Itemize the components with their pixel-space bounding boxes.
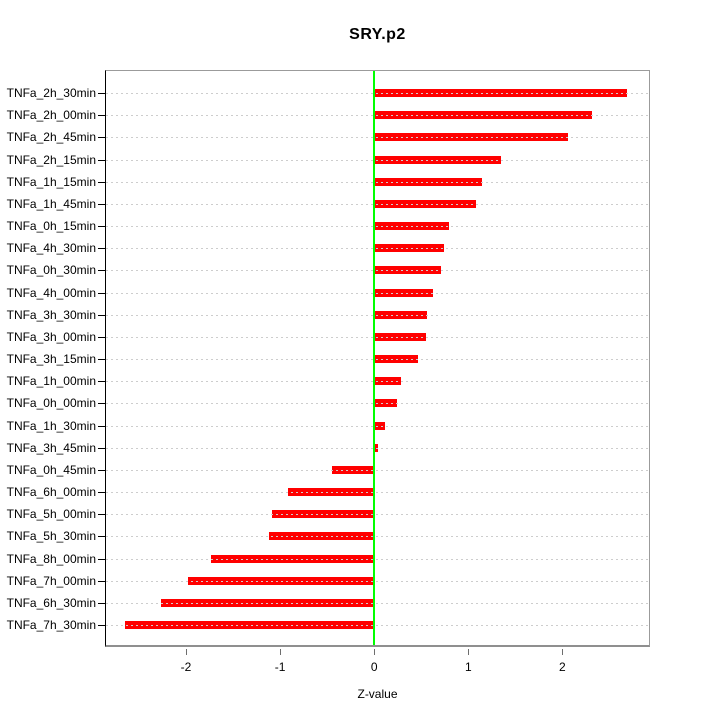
y-axis-tick bbox=[98, 248, 105, 250]
gridline bbox=[106, 469, 649, 471]
y-axis-label: TNFa_0h_15min bbox=[6, 219, 96, 233]
gridline bbox=[106, 137, 649, 139]
gridline bbox=[106, 625, 649, 626]
gridline bbox=[106, 93, 649, 94]
gridline bbox=[106, 447, 649, 449]
y-axis-tick bbox=[98, 469, 105, 471]
y-axis-label: TNFa_0h_00min bbox=[6, 396, 96, 411]
gridline bbox=[106, 292, 649, 294]
y-axis-label: TNFa_2h_15min bbox=[6, 152, 96, 167]
gridline bbox=[106, 580, 649, 582]
gridline bbox=[106, 558, 649, 560]
gridline bbox=[106, 115, 649, 117]
y-axis-tick bbox=[98, 115, 105, 117]
x-axis-tick bbox=[280, 649, 282, 655]
y-axis-label: TNFa_3h_00min bbox=[6, 329, 96, 344]
y-axis-tick bbox=[98, 359, 105, 360]
y-axis-label: TNFa_8h_00min bbox=[6, 551, 96, 566]
y-axis-label: TNFa_3h_30min bbox=[6, 307, 96, 322]
y-axis-tick bbox=[98, 536, 105, 538]
y-axis-tick bbox=[98, 270, 105, 272]
y-axis-label: TNFa_5h_30min bbox=[6, 529, 96, 544]
y-axis-tick bbox=[98, 602, 105, 604]
x-axis-tick bbox=[562, 649, 564, 655]
y-axis-tick bbox=[98, 93, 105, 94]
y-axis-tick bbox=[98, 181, 105, 183]
y-axis-label: TNFa_2h_00min bbox=[6, 108, 96, 123]
x-axis-tick-label: 1 bbox=[464, 660, 472, 674]
y-axis-tick bbox=[98, 403, 105, 405]
gridline bbox=[106, 203, 649, 205]
gridline bbox=[106, 159, 649, 161]
y-axis-label: TNFa_7h_00min bbox=[6, 573, 96, 588]
y-axis-tick bbox=[98, 292, 105, 294]
x-axis-tick bbox=[468, 649, 470, 655]
y-axis-label: TNFa_0h_45min bbox=[6, 462, 96, 477]
y-axis-tick bbox=[98, 336, 105, 338]
zero-reference-line bbox=[373, 71, 376, 645]
y-axis-tick bbox=[98, 580, 105, 582]
y-axis-label: TNFa_1h_30min bbox=[6, 418, 96, 433]
gridline bbox=[106, 536, 649, 538]
gridline bbox=[106, 359, 649, 360]
y-axis-tick bbox=[98, 558, 105, 560]
y-axis-label: TNFa_4h_00min bbox=[6, 285, 96, 300]
x-axis-tick-label: 0 bbox=[370, 660, 378, 674]
y-axis-label: TNFa_3h_15min bbox=[6, 352, 96, 366]
y-axis-label: TNFa_2h_45min bbox=[6, 130, 96, 145]
x-axis-tick-label: -2 bbox=[180, 660, 192, 674]
y-axis-tick bbox=[98, 492, 105, 493]
y-axis-label: TNFa_5h_00min bbox=[6, 507, 96, 522]
x-axis-tick bbox=[186, 649, 187, 655]
x-axis-tick-label: -1 bbox=[274, 660, 286, 674]
y-axis-label: TNFa_6h_30min bbox=[6, 595, 96, 610]
y-axis-tick bbox=[98, 159, 105, 161]
y-axis-label: TNFa_1h_45min bbox=[6, 196, 96, 211]
gridline bbox=[106, 514, 649, 516]
y-axis-label: TNFa_6h_00min bbox=[6, 485, 96, 499]
y-axis-tick bbox=[98, 314, 105, 316]
y-axis-label: TNFa_3h_45min bbox=[6, 440, 96, 455]
y-axis-tick bbox=[98, 447, 105, 449]
y-axis-label: TNFa_1h_15min bbox=[6, 174, 96, 189]
gridline bbox=[106, 403, 649, 405]
y-axis-label: TNFa_0h_30min bbox=[6, 263, 96, 278]
y-axis-tick bbox=[98, 514, 105, 516]
y-axis-tick bbox=[98, 226, 105, 227]
gridline bbox=[106, 181, 649, 183]
gridline bbox=[106, 381, 649, 383]
x-axis-tick bbox=[374, 649, 376, 655]
y-axis-tick bbox=[98, 425, 105, 427]
gridline bbox=[106, 226, 649, 227]
gridline bbox=[106, 602, 649, 604]
gridline bbox=[106, 425, 649, 427]
y-axis-tick bbox=[98, 381, 105, 383]
y-axis-label: TNFa_4h_30min bbox=[6, 241, 96, 256]
chart-title: SRY.p2 bbox=[349, 26, 406, 43]
y-axis-label: TNFa_7h_30min bbox=[6, 618, 96, 632]
gridline bbox=[106, 248, 649, 250]
gridline bbox=[106, 336, 649, 338]
y-axis-label: TNFa_2h_30min bbox=[6, 86, 96, 100]
gridline bbox=[106, 314, 649, 316]
x-axis-tick-label: 2 bbox=[559, 660, 566, 674]
y-axis-tick bbox=[98, 137, 105, 139]
y-axis-tick bbox=[98, 203, 105, 205]
gridline bbox=[106, 270, 649, 272]
y-axis-label: TNFa_1h_00min bbox=[6, 374, 96, 389]
y-axis-tick bbox=[98, 625, 105, 626]
plot-area bbox=[105, 70, 650, 647]
x-axis-title: Z-value bbox=[357, 687, 398, 701]
gridline bbox=[106, 492, 649, 493]
